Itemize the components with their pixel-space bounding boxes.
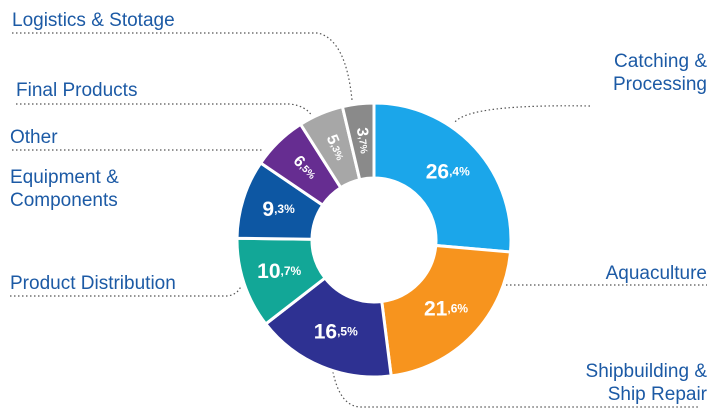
category-label: Catching & Processing [613, 51, 707, 95]
value-label: 9,3% [262, 198, 295, 221]
category-label: Final Products [16, 80, 138, 101]
value-label: 21,6% [424, 297, 468, 320]
leader-line [12, 32, 353, 101]
value-label: 26,4% [426, 160, 470, 183]
donut-slice [340, 101, 376, 182]
leader-lines [10, 32, 707, 408]
value-label: 3,7% [353, 127, 373, 155]
donut-slice [263, 275, 393, 379]
leader-line [10, 285, 242, 297]
category-label: Product Distribution [10, 273, 176, 294]
donut-slice [372, 101, 513, 254]
value-label: 10,7% [257, 259, 301, 282]
category-label: Other [10, 127, 58, 148]
leader-line [16, 103, 313, 117]
donut-slice [380, 243, 513, 378]
category-label: Equipment & Components [10, 167, 119, 211]
leader-line [454, 105, 591, 123]
value-label: 16,5% [314, 320, 358, 343]
category-label: Logistics & Stotage [12, 10, 175, 31]
category-label: Shipbuilding & Ship Repair [585, 361, 707, 405]
category-label: Aquaculture [605, 263, 707, 284]
